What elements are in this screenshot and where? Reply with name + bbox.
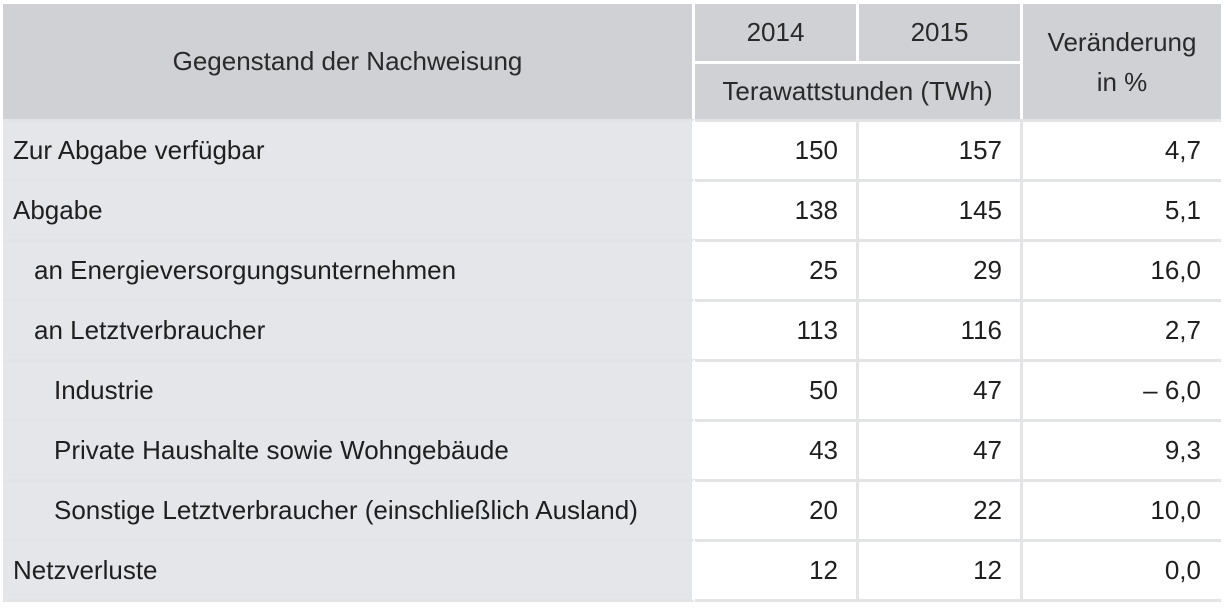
header-row-years: Gegenstand der Nachweisung 2014 2015 Ver… [3,4,1221,119]
table-row: an Energieversorgungsunternehmen 25 29 1… [3,239,1221,299]
table-row: Industrie 50 47 – 6,0 [3,359,1221,419]
table-row: Netzverluste 12 12 0,0 [3,539,1221,602]
value-2014: 25 [695,239,859,299]
value-2014: 150 [695,119,859,179]
value-2014: 113 [695,299,859,359]
value-2015: 12 [859,539,1023,602]
value-2015: 29 [859,239,1023,299]
value-change: – 6,0 [1023,359,1221,419]
value-2015: 47 [859,419,1023,479]
table-row: Abgabe 138 145 5,1 [3,179,1221,239]
value-2014: 50 [695,359,859,419]
value-2015: 145 [859,179,1023,239]
row-label: an Energieversorgungsunternehmen [3,239,695,299]
table-row: Sonstige Letztverbraucher (einschließlic… [3,479,1221,539]
table-row: Zur Abgabe verfügbar 150 157 4,7 [3,119,1221,179]
row-label: Netzverluste [3,539,695,602]
value-2015: 116 [859,299,1023,359]
change-header-line1: Veränderung [1047,26,1197,57]
column-header-2014: 2014 [695,4,859,64]
value-change: 2,7 [1023,299,1221,359]
row-label: Industrie [3,359,695,419]
value-2014: 138 [695,179,859,239]
table-header: Gegenstand der Nachweisung 2014 2015 Ver… [3,4,1221,119]
value-change: 5,1 [1023,179,1221,239]
value-change: 4,7 [1023,119,1221,179]
table-body: Zur Abgabe verfügbar 150 157 4,7 Abgabe … [3,119,1221,602]
value-change: 9,3 [1023,419,1221,479]
table-row: an Letztverbraucher 113 116 2,7 [3,299,1221,359]
electricity-statistics-table: Gegenstand der Nachweisung 2014 2015 Ver… [3,4,1221,602]
row-label: Private Haushalte sowie Wohngebäude [3,419,695,479]
value-change: 16,0 [1023,239,1221,299]
value-2014: 43 [695,419,859,479]
value-2015: 47 [859,359,1023,419]
unit-header: Terawattstunden (TWh) [695,64,1023,119]
change-header-line2: in % [1096,66,1148,97]
value-2015: 157 [859,119,1023,179]
row-label: Abgabe [3,179,695,239]
column-header-2015: 2015 [859,4,1023,64]
value-2014: 12 [695,539,859,602]
value-2015: 22 [859,479,1023,539]
table-row: Private Haushalte sowie Wohngebäude 43 4… [3,419,1221,479]
value-change: 10,0 [1023,479,1221,539]
value-change: 0,0 [1023,539,1221,602]
row-label: Sonstige Letztverbraucher (einschließlic… [3,479,695,539]
column-header-subject: Gegenstand der Nachweisung [3,4,695,119]
column-header-change: Veränderung in % [1023,4,1221,119]
value-2014: 20 [695,479,859,539]
row-label: Zur Abgabe verfügbar [3,119,695,179]
header-row-unit: Terawattstunden (TWh) [3,64,1221,119]
row-label: an Letztverbraucher [3,299,695,359]
